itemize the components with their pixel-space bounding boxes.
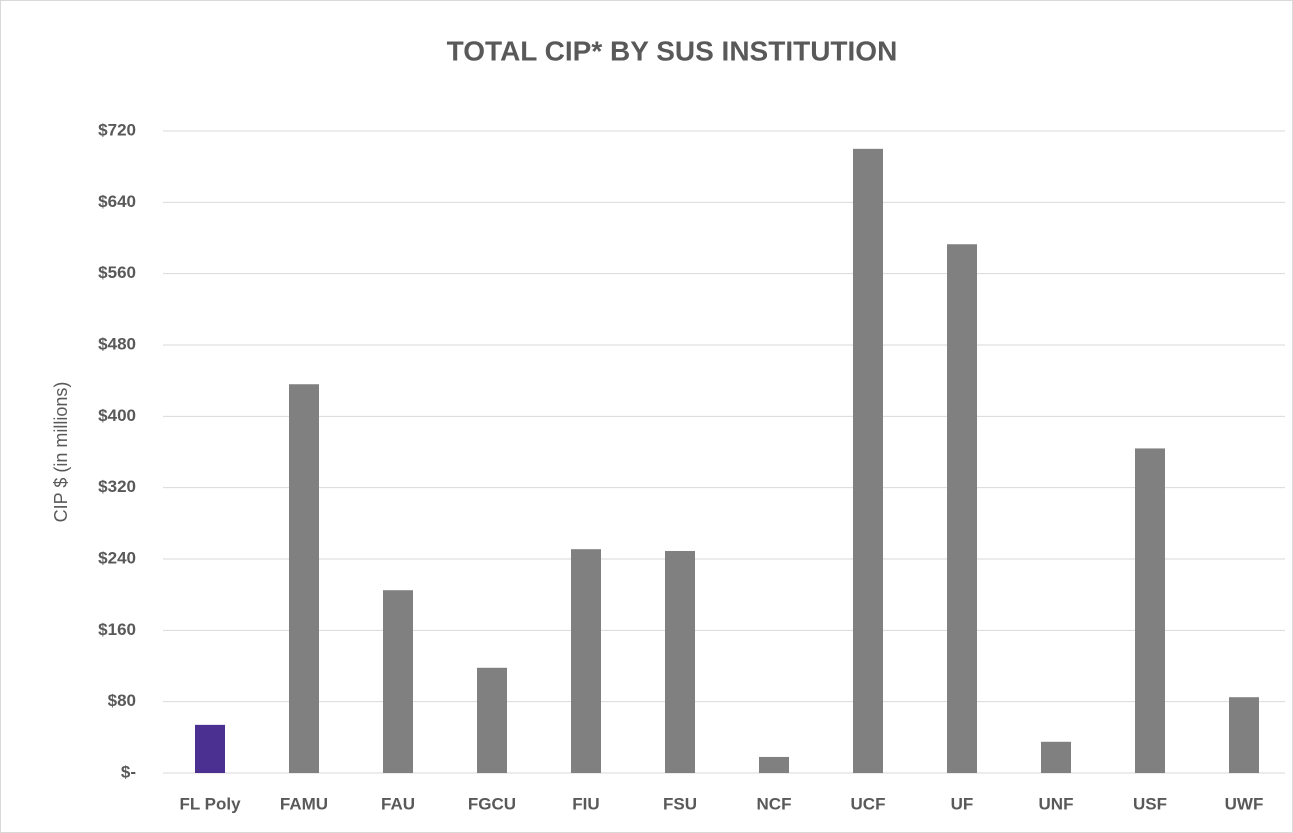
bar bbox=[195, 724, 225, 773]
x-tick-label: FL Poly bbox=[179, 794, 241, 813]
bar bbox=[571, 549, 601, 773]
x-tick-label: FSU bbox=[663, 794, 697, 813]
x-tick-label: UF bbox=[951, 794, 974, 813]
x-tick-label: UNF bbox=[1039, 794, 1074, 813]
bar bbox=[1041, 741, 1071, 773]
y-tick-label: $- bbox=[121, 762, 136, 781]
y-tick-label: $480 bbox=[98, 334, 136, 353]
y-tick-label: $80 bbox=[108, 691, 136, 710]
y-tick-label: $640 bbox=[98, 192, 136, 211]
bar bbox=[477, 667, 507, 773]
chart-title: TOTAL CIP* BY SUS INSTITUTION bbox=[447, 35, 898, 66]
y-axis-label: CIP $ (in millions) bbox=[51, 382, 71, 523]
x-tick-label: NCF bbox=[757, 794, 792, 813]
x-tick-label: FAMU bbox=[280, 794, 328, 813]
x-tick-label: USF bbox=[1133, 794, 1167, 813]
x-tick-label: FGCU bbox=[468, 794, 516, 813]
bar bbox=[1135, 448, 1165, 773]
bar bbox=[665, 550, 695, 773]
bar bbox=[383, 590, 413, 773]
bar bbox=[947, 244, 977, 773]
y-tick-label: $160 bbox=[98, 620, 136, 639]
x-tick-label: UCF bbox=[851, 794, 886, 813]
x-tick-label: UWF bbox=[1225, 794, 1264, 813]
y-tick-label: $400 bbox=[98, 406, 136, 425]
x-tick-label: FIU bbox=[572, 794, 599, 813]
bar bbox=[1229, 697, 1259, 773]
y-tick-label: $720 bbox=[98, 120, 136, 139]
bar bbox=[853, 148, 883, 774]
bar bbox=[289, 384, 319, 773]
x-tick-label: FAU bbox=[381, 794, 415, 813]
bar bbox=[759, 756, 789, 773]
y-tick-label: $560 bbox=[98, 263, 136, 282]
y-tick-label: $320 bbox=[98, 477, 136, 496]
y-tick-label: $240 bbox=[98, 548, 136, 567]
